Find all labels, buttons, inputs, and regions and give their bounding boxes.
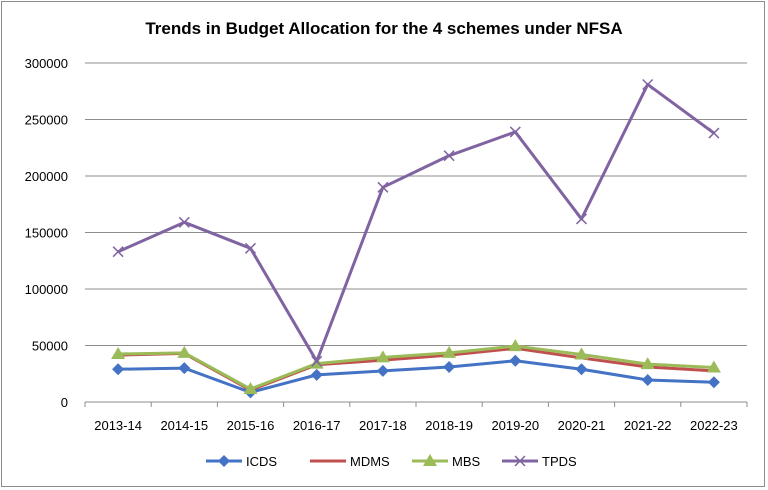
legend: ICDS MDMS MBS TPDS bbox=[206, 454, 577, 469]
point-tpds bbox=[377, 181, 389, 193]
point-mbs bbox=[243, 382, 258, 395]
point-tpds bbox=[509, 126, 521, 138]
point-tpds-stroke bbox=[642, 78, 654, 91]
x-tick-label: 2022-23 bbox=[690, 418, 738, 433]
y-tick-label: 250000 bbox=[25, 113, 68, 128]
series-group bbox=[111, 78, 721, 399]
point-tpds bbox=[311, 355, 323, 367]
y-tick-label: 200000 bbox=[25, 169, 68, 184]
x-tick-label: 2018-19 bbox=[425, 418, 473, 433]
point-mbs bbox=[375, 350, 390, 363]
point-mbs bbox=[508, 339, 523, 352]
point-tpds-stroke bbox=[112, 246, 124, 258]
point-tpds bbox=[178, 216, 190, 228]
legend-marker-tpds-stroke bbox=[514, 455, 526, 467]
y-tick-label: 100000 bbox=[25, 282, 68, 297]
y-tick-label: 0 bbox=[61, 395, 68, 410]
legend-item-mbs: MBS bbox=[412, 454, 481, 469]
point-tpds bbox=[443, 150, 455, 162]
point-mbs bbox=[640, 357, 655, 370]
series-line-mbs bbox=[118, 344, 714, 391]
point-icds bbox=[310, 368, 323, 381]
point-mbs bbox=[574, 347, 589, 360]
legend-item-tpds: TPDS bbox=[502, 454, 577, 469]
point-icds bbox=[178, 362, 191, 375]
series-icds bbox=[112, 354, 720, 399]
y-tick-label: 50000 bbox=[32, 339, 68, 354]
point-tpds-stroke bbox=[311, 355, 323, 367]
x-tick-label: 2013-14 bbox=[94, 418, 142, 433]
y-tick-label: 150000 bbox=[25, 226, 68, 241]
point-tpds-stroke bbox=[178, 216, 190, 228]
x-tick-label: 2021-22 bbox=[624, 418, 672, 433]
point-tpds-stroke bbox=[509, 126, 521, 138]
point-icds bbox=[376, 364, 389, 377]
point-tpds-stroke bbox=[575, 213, 588, 225]
series-line-tpds bbox=[117, 82, 715, 363]
legend-label-tpds: TPDS bbox=[542, 454, 577, 469]
x-tick-label: 2015-16 bbox=[227, 418, 275, 433]
chart-title: Trends in Budget Allocation for the 4 sc… bbox=[145, 19, 622, 38]
point-tpds bbox=[244, 242, 257, 254]
point-tpds-stroke bbox=[377, 181, 389, 193]
point-tpds bbox=[112, 246, 124, 258]
y-axis-ticks: 0 50000 100000 150000 200000 250000 300000 bbox=[25, 56, 68, 410]
point-mbs bbox=[111, 346, 126, 359]
point-tpds bbox=[708, 127, 720, 139]
x-tick-label: 2014-15 bbox=[160, 418, 208, 433]
point-icds bbox=[509, 354, 522, 367]
point-mbs bbox=[706, 360, 721, 373]
point-tpds-stroke bbox=[244, 242, 257, 254]
point-icds bbox=[707, 376, 720, 389]
point-icds bbox=[443, 360, 456, 373]
legend-label-mdms: MDMS bbox=[350, 454, 390, 469]
point-tpds bbox=[642, 78, 654, 91]
legend-label-icds: ICDS bbox=[246, 454, 277, 469]
series-line-icds bbox=[118, 359, 714, 394]
point-icds bbox=[112, 363, 125, 376]
x-tick-label: 2019-20 bbox=[491, 418, 539, 433]
point-icds bbox=[641, 373, 654, 386]
legend-marker-icds bbox=[218, 455, 230, 467]
x-tick-label: 2017-18 bbox=[359, 418, 407, 433]
legend-marker-tpds bbox=[514, 455, 526, 467]
x-tick-label: 2016-17 bbox=[293, 418, 341, 433]
legend-item-mdms: MDMS bbox=[310, 454, 390, 469]
point-icds bbox=[575, 363, 588, 376]
point-mbs bbox=[442, 345, 457, 358]
series-mbs bbox=[111, 339, 721, 395]
point-mbs bbox=[177, 345, 192, 358]
series-tpds bbox=[112, 78, 720, 367]
point-tpds-stroke bbox=[443, 150, 455, 162]
y-tick-label: 300000 bbox=[25, 56, 68, 71]
legend-label-mbs: MBS bbox=[452, 454, 481, 469]
point-tpds-stroke bbox=[708, 127, 720, 139]
legend-marker-mbs bbox=[423, 454, 437, 466]
gridlines bbox=[84, 62, 748, 407]
x-tick-label: 2020-21 bbox=[558, 418, 606, 433]
x-axis-ticks: 2013-14 2014-15 2015-16 2016-17 2017-18 2018-… bbox=[94, 418, 738, 433]
point-tpds bbox=[575, 213, 588, 225]
legend-item-icds: ICDS bbox=[206, 454, 277, 469]
